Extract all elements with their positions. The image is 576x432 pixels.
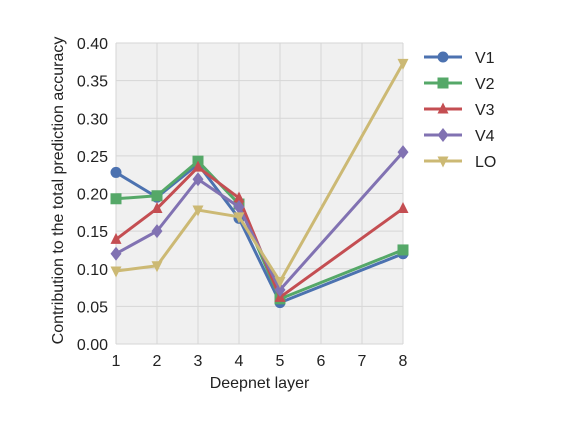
data-point-v4 xyxy=(151,224,163,239)
legend-marker-v3 xyxy=(437,102,449,114)
x-tick-label: 5 xyxy=(276,353,285,370)
legend: V1 V2 V3 V4 LO xyxy=(424,50,496,171)
legend-item-v3: V3 xyxy=(424,102,495,119)
x-tick-label: 3 xyxy=(194,353,203,370)
data-point-v4 xyxy=(192,172,204,187)
x-tick-label: 6 xyxy=(317,353,326,370)
data-point-v2 xyxy=(110,193,122,205)
series-lo xyxy=(110,58,409,289)
x-tick-label: 1 xyxy=(112,353,121,370)
data-point-v1 xyxy=(110,166,122,178)
legend-item-v2: V2 xyxy=(424,76,495,93)
legend-label-v4: V4 xyxy=(475,128,495,145)
data-point-v3 xyxy=(110,232,122,244)
legend-marker-v4 xyxy=(437,128,449,142)
y-tick-label: 0.20 xyxy=(77,187,108,204)
legend-item-v4: V4 xyxy=(424,128,495,145)
series-layer xyxy=(110,58,409,309)
data-point-lo xyxy=(110,266,122,278)
legend-marker-v2 xyxy=(437,77,449,89)
x-tick-label: 8 xyxy=(399,353,408,370)
data-point-v4 xyxy=(274,282,286,297)
series-line-v3 xyxy=(115,165,404,299)
y-tick-label: 0.40 xyxy=(77,36,108,53)
data-point-lo xyxy=(397,58,409,70)
data-point-lo xyxy=(151,261,163,273)
legend-item-v1: V1 xyxy=(424,50,495,67)
series-line-v1 xyxy=(115,162,404,305)
data-point-v4 xyxy=(233,200,245,215)
y-tick-label: 0.35 xyxy=(77,74,108,91)
legend-label-v1: V1 xyxy=(475,50,495,67)
series-line-v4 xyxy=(115,151,405,292)
data-point-lo xyxy=(192,205,204,217)
legend-item-lo: LO xyxy=(424,154,496,171)
y-tick-label: 0.25 xyxy=(77,149,108,166)
y-tick-label: 0.15 xyxy=(77,224,108,241)
data-point-v2 xyxy=(151,190,163,202)
data-point-v2 xyxy=(397,244,409,256)
y-tick-label: 0.10 xyxy=(77,262,108,279)
data-point-v3 xyxy=(233,191,245,203)
y-axis-label: Contribution to the total prediction acc… xyxy=(50,37,67,345)
y-tick-label: 0.05 xyxy=(77,299,108,316)
y-tick-label: 0.30 xyxy=(77,111,108,128)
legend-marker-v1 xyxy=(437,51,449,63)
legend-label-v3: V3 xyxy=(475,102,495,119)
x-tick-label: 4 xyxy=(235,353,244,370)
legend-label-v2: V2 xyxy=(475,76,495,93)
ticks: 0.00 0.05 0.10 0.15 0.20 0.25 0.30 0.35 0.40 1 2 3 4… xyxy=(77,36,408,370)
data-point-v4 xyxy=(397,145,409,160)
y-tick-label: 0.00 xyxy=(77,337,108,354)
series-v4 xyxy=(110,145,409,297)
data-point-lo xyxy=(274,277,286,289)
x-tick-label: 7 xyxy=(358,353,367,370)
data-point-v3 xyxy=(151,202,163,214)
legend-label-lo: LO xyxy=(475,154,496,171)
data-point-v4 xyxy=(110,246,122,261)
series-line-lo xyxy=(115,62,405,284)
legend-marker-lo xyxy=(437,156,449,168)
data-point-lo xyxy=(233,212,245,224)
data-point-v3 xyxy=(192,160,204,172)
data-point-v3 xyxy=(397,202,409,214)
x-axis-label: Deepnet layer xyxy=(210,375,310,392)
x-tick-label: 2 xyxy=(153,353,162,370)
